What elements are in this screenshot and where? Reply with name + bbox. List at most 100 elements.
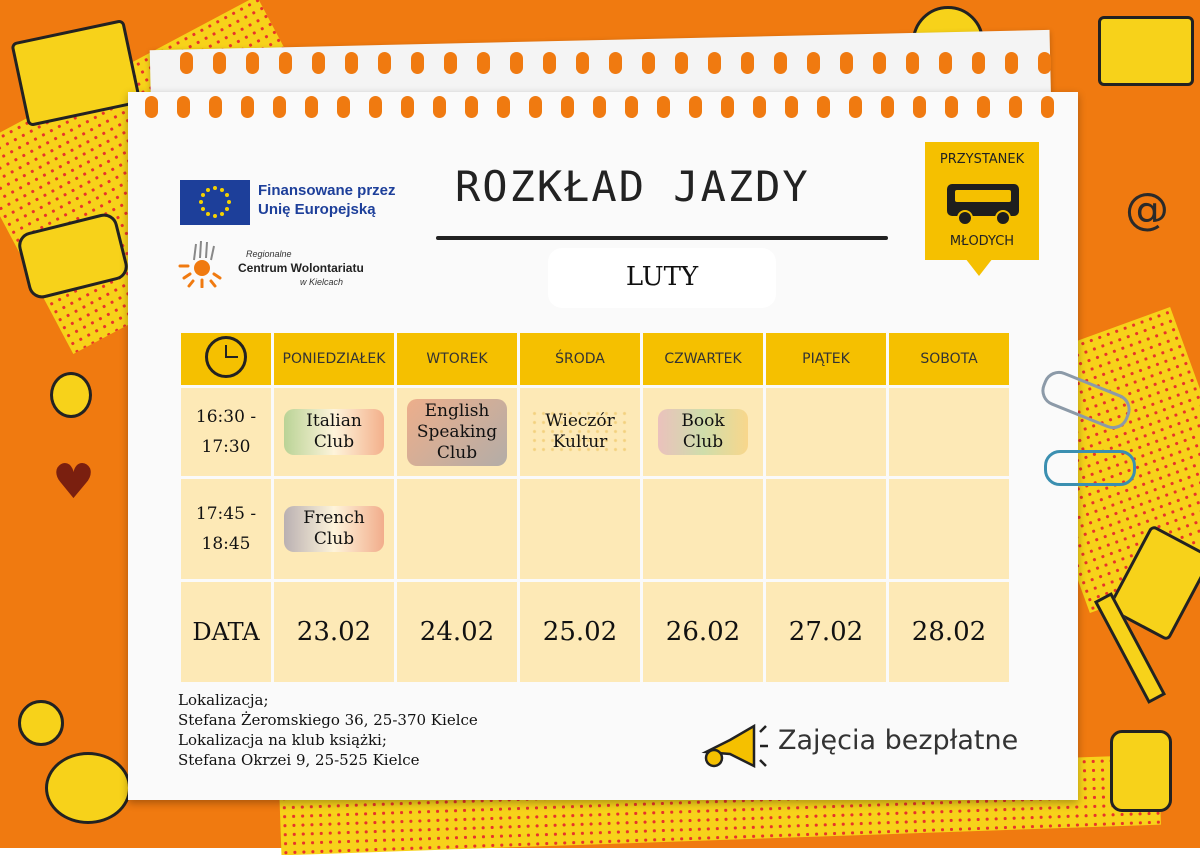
badge-top-text: PRZYSTANEK — [939, 152, 1025, 167]
spiral-ring — [401, 96, 414, 118]
spiral-ring — [785, 96, 798, 118]
empty-cell — [520, 479, 640, 579]
lightbulb-icon — [50, 372, 92, 418]
activity-line: English — [424, 400, 490, 421]
spiral-ring — [369, 96, 382, 118]
empty-cell — [397, 479, 517, 579]
eu-star — [227, 200, 231, 204]
at-icon: @ — [1125, 184, 1169, 235]
spiral-ring — [753, 96, 766, 118]
header-row: PONIEDZIAŁEK WTOREK ŚRODA CZWARTEK PIĄTE… — [181, 333, 1009, 385]
heart-icon: ♥ — [52, 454, 96, 510]
hand-icon — [1110, 730, 1172, 812]
activity-line: Kultur — [552, 432, 608, 452]
eu-star — [206, 212, 210, 217]
activity-line: Speaking — [416, 421, 498, 442]
megaphone-icon — [701, 723, 768, 768]
empty-cell — [889, 388, 1009, 476]
eu-star — [206, 187, 210, 192]
schedule-table: PONIEDZIAŁEK WTOREK ŚRODA CZWARTEK PIĄTE… — [178, 330, 1012, 685]
spiral-ring — [246, 52, 259, 74]
date-cell: 24.02 — [397, 582, 517, 682]
spiral-ring — [209, 96, 222, 118]
free-classes-text: Zajęcia bezpłatne — [778, 725, 1019, 756]
page-title: ROZKŁAD JAZDY — [455, 162, 810, 211]
spiral-ring — [675, 52, 688, 74]
activity-line: Wieczór — [545, 411, 615, 431]
day-header: PIĄTEK — [766, 333, 886, 385]
time-end: 17:30 — [201, 437, 251, 457]
activity-line: Italian — [306, 411, 362, 431]
eu-line1: Finansowane przez — [258, 182, 396, 199]
spiral-ring — [642, 52, 655, 74]
spiral-ring — [721, 96, 734, 118]
spiral-ring — [817, 96, 830, 118]
empty-cell — [766, 479, 886, 579]
activity-cell: Wieczór Kultur — [520, 388, 640, 476]
spiral-ring — [1005, 52, 1018, 74]
spiral-ring — [345, 52, 358, 74]
eu-star — [199, 200, 203, 204]
spiral-ring — [337, 96, 350, 118]
spiral-ring — [807, 52, 820, 74]
month-box — [548, 248, 776, 308]
slot-row-2: 17:45 - 18:45 French Club — [181, 479, 1009, 579]
spiral-ring — [708, 52, 721, 74]
eu-funding-text: Finansowane przez Unię Europejską — [258, 181, 396, 219]
spiral-ring — [689, 96, 702, 118]
spiral-ring — [312, 52, 325, 74]
spiral-ring — [849, 96, 862, 118]
day-header: PONIEDZIAŁEK — [274, 333, 394, 385]
spiral-ring — [906, 52, 919, 74]
spiral-ring — [529, 96, 542, 118]
day-header: WTOREK — [397, 333, 517, 385]
spiral-ring — [657, 96, 670, 118]
time-cell: 17:45 - 18:45 — [181, 479, 271, 579]
speech-icon — [45, 752, 131, 824]
activity-line: French — [303, 508, 365, 528]
book-club: Book Club — [658, 409, 748, 455]
spiral-ring — [378, 52, 391, 74]
french-club: French Club — [284, 506, 384, 552]
image-icon — [1098, 16, 1194, 86]
spiral-ring — [477, 52, 490, 74]
date-cell: 28.02 — [889, 582, 1009, 682]
spiral-ring — [273, 96, 286, 118]
spiral-ring — [1038, 52, 1051, 74]
spiral-ring — [1041, 96, 1054, 118]
eu-star — [200, 193, 205, 197]
spiral-ring — [497, 96, 510, 118]
spiral-ring — [561, 96, 574, 118]
clock-icon — [205, 336, 247, 378]
time-cell: 16:30 - 17:30 — [181, 388, 271, 476]
bus-icon — [947, 184, 1019, 226]
spiral-ring — [913, 96, 926, 118]
badge-tail — [965, 258, 993, 276]
spiral-ring — [433, 96, 446, 118]
spiral-ring — [177, 96, 190, 118]
date-row: DATA 23.02 24.02 25.02 26.02 27.02 28.02 — [181, 582, 1009, 682]
eu-star — [225, 193, 230, 197]
date-cell: 23.02 — [274, 582, 394, 682]
empty-cell — [889, 479, 1009, 579]
eu-line2: Unię Europejską — [258, 201, 376, 218]
paperclip-icon — [1044, 450, 1136, 486]
activity-line: Club — [436, 442, 478, 463]
day-header: SOBOTA — [889, 333, 1009, 385]
activity-line: Club — [313, 529, 355, 549]
spiral-ring — [543, 52, 556, 74]
spiral-ring — [465, 96, 478, 118]
spiral-ring — [305, 96, 318, 118]
rcw-line3: w Kielcach — [300, 277, 344, 287]
spiral-ring — [939, 52, 952, 74]
location-line: Stefana Żeromskiego 36, 25-370 Kielce — [178, 711, 478, 729]
clock-header-cell — [181, 333, 271, 385]
spiral-ring — [444, 52, 457, 74]
time-start: 16:30 - — [195, 407, 257, 427]
rcw-line2: Centrum Wolontariatu — [238, 261, 364, 275]
activity-line: Book — [681, 411, 725, 431]
pacman-icon — [18, 700, 64, 746]
activity-line: Club — [313, 432, 355, 452]
date-label: DATA — [181, 582, 271, 682]
slot-row-1: 16:30 - 17:30 Italian Club English Speak… — [181, 388, 1009, 476]
